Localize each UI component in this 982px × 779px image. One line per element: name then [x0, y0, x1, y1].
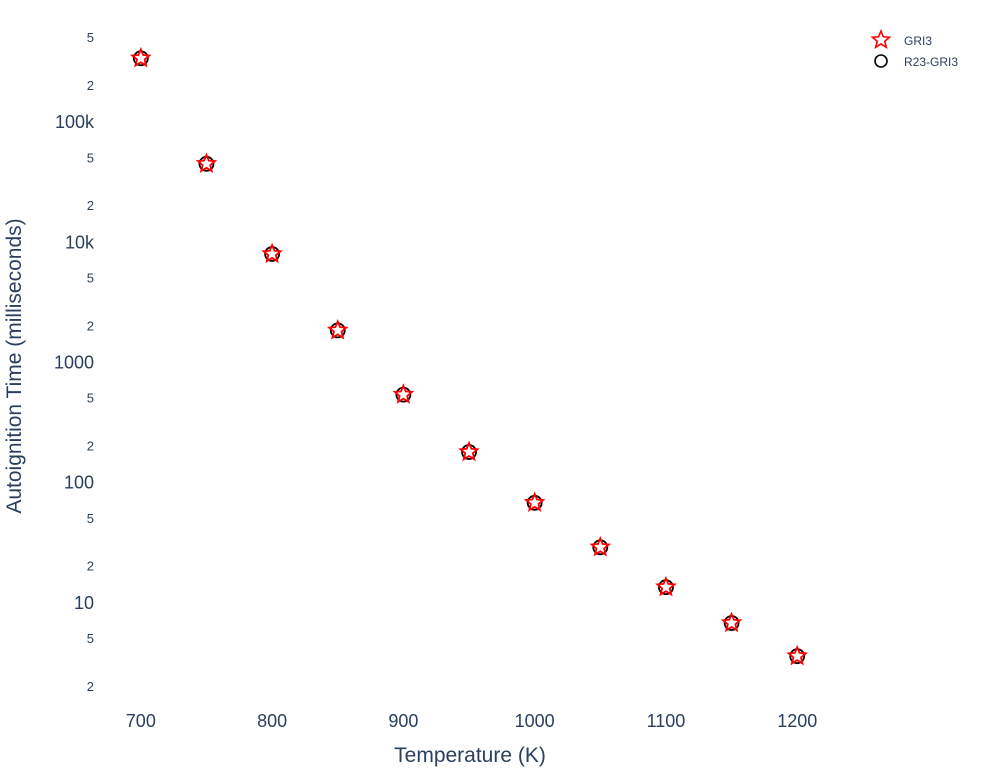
legend[interactable]: GRI3 R23-GRI3	[870, 28, 958, 69]
y-axis-title: Autoignition Time (milliseconds)	[3, 218, 26, 513]
x-tick-label: 900	[388, 711, 418, 731]
y-tick-label-minor: 5	[87, 271, 94, 286]
y-tick-label-major: 100	[64, 473, 94, 493]
data-point-gri3[interactable]	[655, 575, 677, 597]
plot-area	[129, 46, 809, 666]
y-tick-label-minor: 5	[87, 511, 94, 526]
data-point-gri3[interactable]	[392, 383, 415, 404]
legend-circle-icon	[874, 54, 888, 68]
data-point-gri3[interactable]	[589, 535, 612, 557]
legend-item-r23-gri3[interactable]: R23-GRI3	[874, 54, 958, 69]
y-tick-label-minor: 2	[87, 679, 94, 694]
y-tick-label-minor: 2	[87, 318, 94, 333]
x-tick-label: 1200	[777, 711, 817, 731]
y-tick-label-minor: 5	[87, 30, 94, 45]
y-tick-label-minor: 5	[87, 631, 94, 646]
legend-label-r23-gri3: R23-GRI3	[904, 55, 958, 69]
x-tick-label: 800	[257, 711, 287, 731]
y-tick-label-minor: 2	[87, 559, 94, 574]
x-tick-label: 1000	[515, 711, 555, 731]
data-point-gri3[interactable]	[786, 644, 809, 666]
y-tick-label-minor: 2	[87, 438, 94, 453]
legend-label-gri3: GRI3	[904, 34, 932, 48]
x-axis-title: Temperature (K)	[394, 744, 546, 767]
data-point-gri3[interactable]	[458, 440, 480, 462]
y-tick-label-major: 100k	[55, 112, 95, 132]
data-point-gri3[interactable]	[129, 46, 152, 68]
legend-item-gri3[interactable]: GRI3	[870, 28, 932, 49]
data-point-gri3[interactable]	[720, 611, 743, 633]
data-point-gri3[interactable]	[523, 491, 546, 513]
legend-star-icon	[870, 28, 892, 49]
series-gri3	[129, 46, 809, 666]
data-point-gri3[interactable]	[326, 319, 349, 340]
y-tick-label-minor: 2	[87, 78, 94, 93]
y-tick-label-major: 1000	[54, 353, 94, 373]
y-tick-label-minor: 5	[87, 391, 94, 406]
x-tick-label: 1100	[647, 711, 686, 731]
y-tick-label-minor: 2	[87, 198, 94, 213]
data-point-gri3[interactable]	[261, 242, 283, 264]
x-axis-ticks: 700 800 900 1000 1100 1200	[126, 711, 817, 731]
x-tick-label: 700	[126, 711, 156, 731]
y-tick-label-major: 10	[74, 593, 94, 613]
y-tick-label-major: 10k	[65, 232, 95, 252]
data-point-gri3[interactable]	[195, 152, 218, 174]
y-tick-label-minor: 5	[87, 150, 94, 165]
y-axis-ticks: 2 5 10 2 5 100 2 5 1000 2 5 10k 2 5 100k 2 5	[54, 30, 95, 694]
